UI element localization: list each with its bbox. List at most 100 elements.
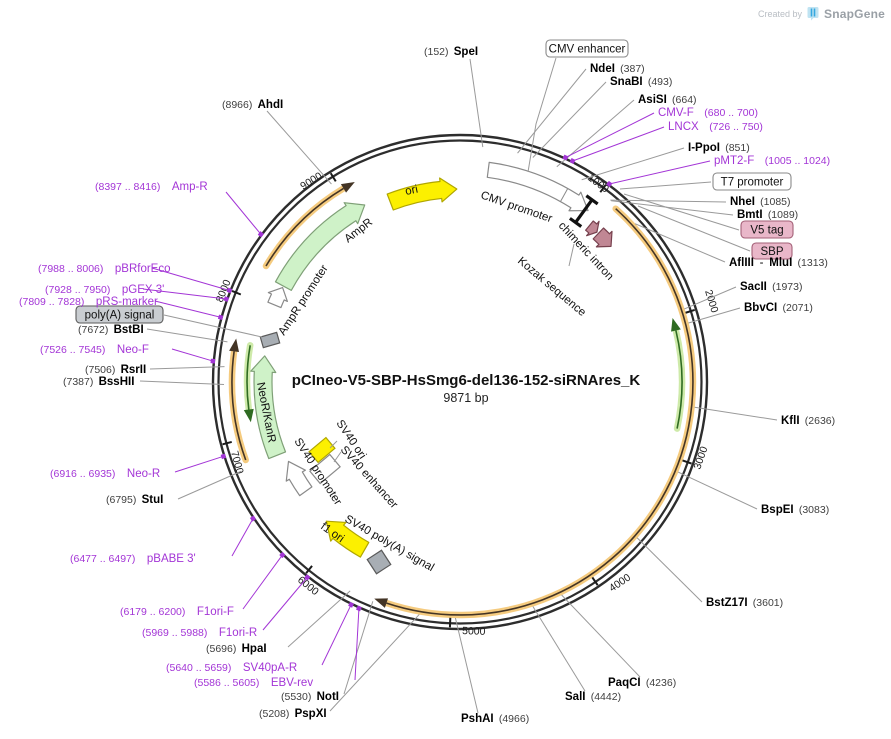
sv40-polya-box[interactable] — [366, 549, 392, 575]
enzyme-label-BstZ17I[interactable]: BstZ17I (3601) — [706, 597, 783, 609]
enzyme-label-PaqCI[interactable]: PaqCI (4236) — [608, 677, 676, 689]
primer-label-pBRforEco[interactable]: (7988 .. 8006) pBRforEco — [38, 263, 171, 275]
ori-label[interactable]: ori — [404, 184, 419, 198]
leader-StuI — [177, 470, 242, 500]
leader-RsrII — [149, 366, 225, 370]
primer-label-EBV-rev[interactable]: (5586 .. 5605) EBV-rev — [194, 677, 313, 689]
enzyme-label-StuI[interactable]: (6795) StuI — [106, 494, 163, 506]
snapgene-logo-icon — [807, 7, 819, 21]
sbp-label[interactable]: SBP — [760, 246, 783, 258]
t7-promoter-box[interactable] — [712, 172, 792, 191]
enzyme-label-BstBI[interactable]: (7672) BstBI — [78, 324, 144, 336]
enzyme-label-AhdI[interactable]: (8966) AhdI — [222, 99, 283, 111]
ampr-promoter-arrow[interactable] — [267, 286, 288, 309]
ampr-arrow[interactable] — [274, 202, 366, 291]
enzyme-label-SnaBI[interactable]: SnaBI (493) — [610, 76, 672, 88]
leader-SnaBI — [532, 81, 607, 158]
sv40-enh-leader — [333, 451, 342, 463]
cmv-enhancer-label[interactable]: CMV enhancer — [549, 44, 626, 56]
sv40-promoter-arrow[interactable] — [285, 460, 313, 497]
primer-site-marker-EBV-rev — [356, 605, 362, 612]
primer-leader-SV40pA-R — [321, 604, 352, 666]
kozak-label[interactable]: Kozak sequence — [515, 255, 588, 319]
chimeric-intron-glyph-cap0 — [568, 217, 583, 228]
f1-ori-arrow[interactable] — [325, 520, 370, 558]
primer-site-marker-Amp-R — [257, 231, 264, 238]
orf-main-head — [374, 598, 389, 608]
leader-BstBI — [146, 328, 228, 343]
primer-label-SV40pA-R[interactable]: (5640 .. 5659) SV40pA-R — [166, 662, 297, 674]
enzyme-label-BbvCI[interactable]: BbvCI (2071) — [744, 302, 813, 314]
scale-tick-4000 — [591, 576, 599, 586]
enzyme-label-AflIII-MluI[interactable]: AflIII - MluI (1313) — [729, 257, 828, 269]
primer-label-LNCX[interactable]: LNCX (726 .. 750) — [668, 121, 763, 133]
leader-SalI — [532, 606, 586, 692]
leader-PaqCI — [561, 594, 641, 678]
enzyme-label-NdeI[interactable]: NdeI (387) — [590, 63, 645, 75]
cmv-enhancer-leader — [527, 57, 557, 173]
enzyme-label-PshAI[interactable]: PshAI (4966) — [461, 713, 529, 725]
neor-kanr-arrow[interactable] — [250, 355, 287, 460]
enzyme-label-I-PpoI[interactable]: I-PpoI (851) — [688, 142, 750, 154]
v5-tag-label[interactable]: V5 tag — [750, 225, 783, 237]
primer-label-F1ori-R[interactable]: (5969 .. 5988) F1ori-R — [142, 627, 257, 639]
primer-leader-pMT2-F — [609, 160, 711, 185]
enzyme-label-RsrII[interactable]: (7506) RsrII — [85, 364, 146, 376]
plasmid-title: pCIneo-V5-SBP-HsSmg6-del136-152-siRNAres… — [291, 372, 641, 389]
cmv-promoter-label[interactable]: CMV promoter — [479, 189, 554, 225]
scale-tick-6000 — [305, 565, 313, 574]
primer-label-pBABE 3'[interactable]: (6477 .. 6497) pBABE 3' — [70, 553, 196, 565]
t7-promoter-label[interactable]: T7 promoter — [721, 177, 784, 189]
primer-leader-Neo-R — [174, 455, 224, 473]
primer-label-pGEX 3'[interactable]: (7928 .. 7950) pGEX 3' — [45, 284, 164, 296]
scale-tick-7000 — [222, 440, 232, 446]
ori-arrow[interactable] — [386, 177, 458, 211]
primer-leader-LNCX — [572, 126, 665, 162]
primer-label-Neo-R[interactable]: (6916 .. 6935) Neo-R — [50, 468, 160, 480]
primer-label-pMT2-F[interactable]: pMT2-F (1005 .. 1024) — [714, 155, 830, 167]
sv40-ori-box[interactable] — [308, 436, 336, 464]
enzyme-label-SacII[interactable]: SacII (1973) — [740, 281, 802, 293]
enzyme-label-HpaI[interactable]: (5696) HpaI — [206, 643, 267, 655]
enzyme-label-SalI[interactable]: SalI (4442) — [565, 691, 621, 703]
orf-left-lower-band[interactable] — [228, 348, 249, 464]
enzyme-label-AsiSI[interactable]: AsiSI (664) — [638, 94, 697, 106]
enzyme-label-BspEI[interactable]: BspEI (3083) — [761, 504, 829, 516]
kozak-leader — [568, 243, 575, 267]
primer-label-CMV-F[interactable]: CMV-F (680 .. 700) — [658, 107, 758, 119]
cmv-enhancer-box[interactable] — [545, 39, 629, 58]
primer-leader-Amp-R — [225, 191, 262, 235]
chimeric-intron-glyph[interactable] — [574, 198, 594, 224]
enzyme-label-BmtI[interactable]: BmtI (1089) — [737, 209, 798, 221]
leader-SacII — [684, 286, 737, 310]
enzyme-label-BssHII[interactable]: (7387) BssHII — [63, 376, 134, 388]
cmv-promoter-arrow[interactable] — [486, 161, 589, 212]
primer-leader-pBRforEco — [151, 267, 230, 291]
enzyme-label-KflI[interactable]: KflI (2636) — [781, 415, 835, 427]
v5-tag-box[interactable] — [740, 220, 794, 239]
leader-BmtI — [611, 200, 734, 216]
polya-left-box[interactable] — [259, 331, 281, 349]
snapgene-watermark: Created by SnapGene — [758, 6, 885, 21]
primer-leader-Neo-F — [171, 348, 214, 362]
enzyme-label-NotI[interactable]: (5530) NotI — [281, 691, 339, 703]
orf-right-rev-line — [675, 330, 683, 429]
leader-PspXI — [329, 614, 420, 712]
primer-label-pRS-marker[interactable]: (7809 .. 7828) pRS-marker — [19, 296, 158, 308]
leader-BspEI — [677, 471, 758, 510]
enzyme-label-SpeI[interactable]: (152) SpeI — [424, 46, 478, 58]
enzyme-label-NheI[interactable]: NheI (1085) — [730, 196, 791, 208]
leader-NheI — [610, 199, 727, 203]
enzyme-label-PspXI[interactable]: (5208) PspXI — [259, 708, 327, 720]
primer-label-F1ori-F[interactable]: (6179 .. 6200) F1ori-F — [120, 606, 234, 618]
sbp-arrow[interactable] — [592, 227, 613, 248]
sbp-box[interactable] — [751, 242, 793, 260]
v5-tag-arrow[interactable] — [585, 220, 600, 237]
leader-BbvCI — [688, 307, 741, 324]
polya-signal-box[interactable] — [75, 305, 164, 324]
primer-label-Amp-R[interactable]: (8397 .. 8416) Amp-R — [95, 181, 208, 193]
polya-signal-label[interactable]: poly(A) signal — [85, 310, 155, 322]
primer-label-Neo-F[interactable]: (7526 .. 7545) Neo-F — [40, 344, 149, 356]
t7-promoter-leader — [619, 181, 712, 190]
